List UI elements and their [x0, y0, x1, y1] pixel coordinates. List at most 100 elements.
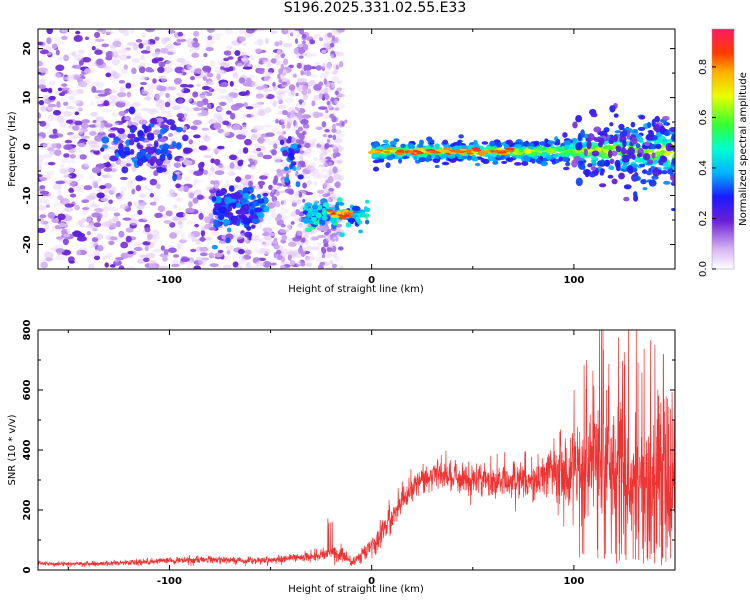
- heatmap-cell: [91, 227, 98, 232]
- heatmap-cell: [161, 37, 168, 45]
- y-tick-label: -20: [22, 235, 33, 253]
- heatmap-cell: [222, 264, 232, 269]
- heatmap-cell: [332, 166, 338, 174]
- heatmap-cell: [359, 211, 366, 218]
- heatmap-cell: [136, 204, 145, 210]
- heatmap-cell: [181, 116, 190, 122]
- heatmap-cell: [443, 150, 451, 153]
- heatmap-cell: [39, 214, 47, 219]
- heatmap-cell: [175, 126, 183, 133]
- heatmap-cell: [119, 176, 128, 181]
- heatmap-cell: [603, 144, 608, 150]
- heatmap-cell: [46, 37, 52, 45]
- heatmap-cell: [291, 202, 297, 207]
- heatmap-cell: [90, 111, 99, 117]
- heatmap-cell: [671, 133, 675, 142]
- heatmap-cell: [274, 53, 281, 61]
- heatmap-cell: [110, 167, 118, 172]
- heatmap-cell: [75, 64, 81, 70]
- heatmap-cell: [84, 36, 90, 41]
- heatmap-cell: [297, 126, 303, 132]
- heatmap-cell: [407, 143, 415, 149]
- heatmap-cell: [182, 212, 189, 218]
- heatmap-cell: [76, 143, 87, 148]
- heatmap-cell: [651, 152, 656, 159]
- heatmap-cell: [646, 170, 652, 176]
- heatmap-cell: [212, 148, 220, 152]
- heatmap-cell: [335, 152, 341, 157]
- heatmap-cell: [127, 180, 134, 184]
- heatmap-cell: [344, 119, 348, 124]
- heatmap-cell: [654, 151, 661, 156]
- heatmap-cell: [430, 151, 440, 154]
- heatmap-cell: [309, 253, 314, 257]
- heatmap-cell: [141, 39, 151, 44]
- heatmap-cell: [280, 261, 290, 265]
- heatmap-cell: [208, 118, 218, 125]
- heatmap-cell: [242, 217, 252, 225]
- heatmap-cell: [149, 259, 156, 265]
- heatmap-cell: [613, 113, 619, 118]
- heatmap-cell: [250, 193, 255, 200]
- heatmap-cell: [471, 147, 481, 150]
- heatmap-cell: [87, 61, 97, 67]
- heatmap-cell: [200, 236, 205, 242]
- heatmap-cell: [273, 157, 281, 164]
- heatmap-cell: [163, 220, 172, 224]
- heatmap-cell: [648, 130, 655, 139]
- heatmap-cell: [669, 126, 675, 133]
- heatmap-cell: [465, 149, 472, 153]
- heatmap-cell: [162, 256, 168, 262]
- heatmap-cell: [224, 29, 233, 35]
- heatmap-cell: [220, 62, 230, 68]
- heatmap-cell: [272, 178, 278, 186]
- heatmap-cell: [321, 253, 326, 259]
- heatmap-cell: [148, 188, 154, 193]
- heatmap-cell: [631, 163, 639, 168]
- heatmap-cell: [276, 94, 282, 100]
- heatmap-cell: [326, 192, 331, 197]
- heatmap-cell: [66, 178, 73, 184]
- heatmap-cell: [126, 181, 135, 189]
- heatmap-cell: [47, 211, 56, 219]
- heatmap-cell: [273, 143, 278, 150]
- heatmap-cell: [237, 248, 245, 255]
- heatmap-cell: [329, 260, 334, 265]
- heatmap-cell: [48, 191, 53, 199]
- heatmap-cell: [63, 101, 69, 107]
- heatmap-cell: [227, 56, 234, 60]
- heatmap-cell: [188, 139, 194, 145]
- heatmap-cell: [111, 112, 119, 117]
- heatmap-cell: [311, 138, 317, 144]
- heatmap-cell: [86, 231, 91, 236]
- heatmap-cell: [495, 154, 501, 158]
- heatmap-cell: [217, 107, 225, 111]
- heatmap-cell: [38, 79, 46, 85]
- heatmap-cell: [622, 129, 628, 138]
- heatmap-cell: [59, 121, 67, 128]
- heatmap-cell: [94, 208, 101, 212]
- heatmap-cell: [545, 154, 552, 160]
- heatmap-cell: [238, 29, 246, 35]
- heatmap-cell: [524, 156, 531, 163]
- heatmap-cell: [180, 257, 190, 263]
- heatmap-cell: [232, 124, 241, 131]
- heatmap-cell: [195, 239, 202, 245]
- heatmap-cell: [186, 221, 196, 225]
- heatmap-cell: [53, 36, 62, 41]
- heatmap-cell: [44, 199, 50, 205]
- heatmap-cell: [100, 197, 109, 202]
- heatmap-cell: [656, 132, 662, 138]
- heatmap-cell: [100, 147, 105, 152]
- heatmap-cell: [189, 76, 196, 81]
- heatmap-cell: [275, 118, 279, 124]
- heatmap-cell: [256, 67, 265, 72]
- heatmap-cell: [149, 192, 154, 198]
- heatmap-cell: [295, 92, 299, 97]
- heatmap-cell: [347, 217, 356, 223]
- heatmap-cell: [318, 141, 324, 146]
- heatmap-cell: [306, 180, 313, 185]
- heatmap-cell: [294, 29, 300, 32]
